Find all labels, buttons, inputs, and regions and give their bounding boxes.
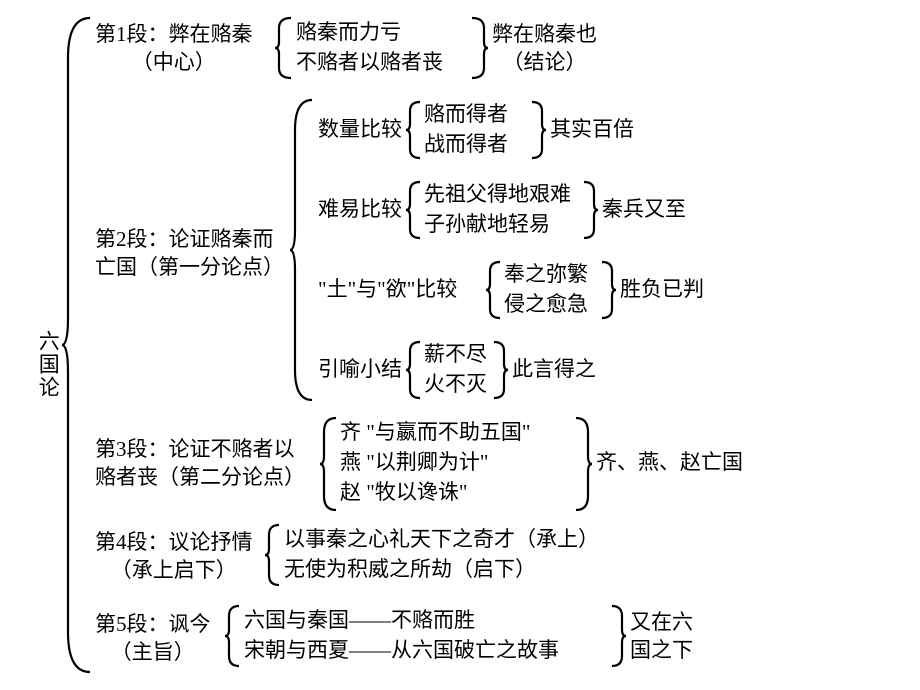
s2-label2: 亡国（第一分论点）	[95, 255, 284, 279]
s1-brace	[275, 18, 293, 78]
s2c2-concl: 秦兵又至	[602, 195, 686, 223]
s2c4-i1: 薪不尽	[424, 340, 487, 368]
s2-brace	[290, 100, 314, 400]
s2c3-i1: 奉之弥繁	[504, 260, 588, 288]
s2c2-i1: 先祖父得地艰难	[424, 180, 571, 208]
s2c1-i1: 赂而得者	[424, 100, 508, 128]
s2c4-brace	[406, 342, 422, 398]
s1-brace-close	[470, 18, 488, 78]
s2c3-brace-close	[600, 262, 616, 318]
s4-i2: 无使为积威之所劫（启下）	[284, 555, 536, 583]
s2c1-brace-close	[530, 102, 546, 158]
s2c1-label: 数量比较	[318, 115, 402, 143]
s2c2-brace-close	[582, 182, 598, 238]
s1-label: 第1段：弊在赂秦	[95, 22, 253, 46]
main-brace	[62, 18, 92, 672]
s2c4-brace-close	[492, 342, 508, 398]
s2c2-i2: 子孙献地轻易	[424, 210, 550, 238]
s3-label2: 赂者丧（第二分论点）	[95, 465, 305, 489]
s2c1-i2: 战而得者	[424, 130, 508, 158]
s1-note: （中心）	[95, 48, 253, 76]
s2c4-i2: 火不灭	[424, 370, 487, 398]
s3-label1: 第3段：论证不赂者以	[95, 437, 295, 461]
s2c2-label: 难易比较	[318, 195, 402, 223]
s1-item1: 赂秦而力亏	[296, 18, 401, 46]
s1-concl-label: 弊在赂秦也	[492, 22, 597, 46]
s2c2-brace	[406, 182, 422, 238]
section-5-label: 第5段：讽今 （主旨）	[95, 610, 211, 667]
s4-i1: 以事秦之心礼天下之奇才（承上）	[284, 525, 599, 553]
root-title: 六国论	[35, 330, 60, 399]
s5-brace-close	[610, 606, 626, 666]
s3-concl: 齐、燕、赵亡国	[596, 448, 743, 476]
section-3-label: 第3段：论证不赂者以 赂者丧（第二分论点）	[95, 435, 305, 492]
section-4-label: 第4段：议论抒情 （承上启下）	[95, 528, 253, 585]
section-2-label: 第2段：论证赂秦而 亡国（第一分论点）	[95, 225, 284, 282]
s2c4-concl: 此言得之	[512, 355, 596, 383]
s3-i3: 赵 "牧以谗诛"	[340, 478, 467, 506]
s2c3-brace	[486, 262, 502, 318]
s5-concl: 又在六 国之下	[630, 608, 693, 665]
s2c3-i2: 侵之愈急	[504, 290, 588, 318]
s3-i1: 齐 "与嬴而不助五国"	[340, 418, 530, 446]
s5-concl-l2: 国之下	[630, 638, 693, 662]
s2c1-brace	[406, 102, 422, 158]
s4-label: 第4段：议论抒情	[95, 530, 253, 554]
s2c1-concl: 其实百倍	[550, 115, 634, 143]
s4-brace	[265, 525, 281, 585]
s3-brace	[320, 418, 338, 510]
s1-item2: 不赂者以赂者丧	[296, 48, 443, 76]
s1-concl-note: （结论）	[492, 48, 597, 76]
s5-label: 第5段：讽今	[95, 612, 211, 636]
s2c4-label: 引喻小结	[318, 355, 402, 383]
s5-note: （主旨）	[95, 638, 211, 666]
s4-note: （承上启下）	[95, 556, 253, 584]
s1-concl: 弊在赂秦也 （结论）	[492, 20, 597, 77]
s2c3-label: "土"与"欲"比较	[318, 275, 457, 303]
s5-concl-l1: 又在六	[630, 610, 693, 634]
s5-brace	[225, 606, 241, 666]
s3-brace-close	[574, 418, 592, 510]
s5-i1: 六国与秦国——不赂而胜	[244, 606, 475, 634]
section-1-label: 第1段：弊在赂秦 （中心）	[95, 20, 253, 77]
s2-label1: 第2段：论证赂秦而	[95, 227, 274, 251]
s3-i2: 燕 "以荆卿为计"	[340, 448, 488, 476]
s2c3-concl: 胜负已判	[620, 275, 704, 303]
s5-i2: 宋朝与西夏——从六国破亡之故事	[244, 636, 559, 664]
